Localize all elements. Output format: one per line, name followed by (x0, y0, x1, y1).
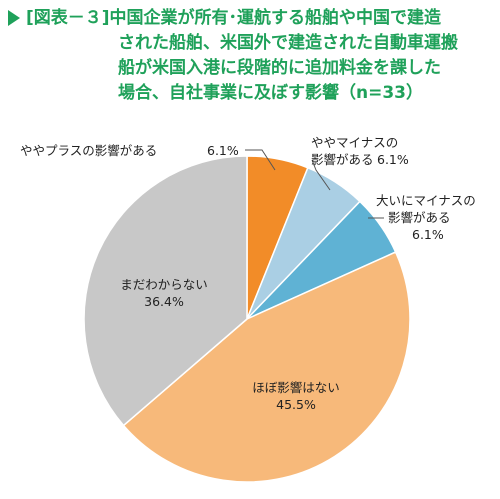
title-line-2: された船舶、米国外で建造された自動車運搬 (118, 33, 458, 53)
slice-labels: ややプラスの影響がある 6.1% ややマイナスの 影響がある 6.1% 大いにマ… (20, 135, 476, 412)
label-slight-positive: ややプラスの影響がある (20, 143, 157, 158)
label-major-negative-1: 大いにマイナスの (376, 193, 476, 208)
value-slight-negative: 6.1% (377, 152, 409, 167)
leader-line-slight-negative (311, 159, 331, 191)
chart-title: [図表－３]中国企業が所有･運航する船舶や中国で建造 された船舶、米国外で建造さ… (8, 6, 496, 106)
label-unknown: まだわからない (120, 277, 208, 292)
triangle-marker-icon (8, 10, 20, 26)
value-major-negative: 6.1% (412, 227, 444, 242)
slice-no-impact (122, 251, 411, 483)
label-slight-negative-1: ややマイナスの (311, 135, 398, 150)
title-line-1: [図表－３]中国企業が所有･運航する船舶や中国で建造 (26, 8, 442, 28)
title-line-4: 場合、自社事業に及ぼす影響（n=33） (118, 83, 424, 103)
value-no-impact: 45.5% (276, 397, 316, 412)
leader-lines (245, 149, 384, 219)
title-line-3: 船が米国入港に段階的に追加料金を課した (118, 58, 441, 78)
pie-slices (83, 155, 411, 483)
label-slight-negative-2: 影響がある (311, 152, 374, 167)
label-major-negative-2: 影響がある (388, 210, 451, 225)
value-unknown: 36.4% (144, 294, 184, 309)
label-no-impact: ほぼ影響はない (252, 380, 340, 395)
slice-unknown (83, 155, 248, 427)
value-slight-positive: 6.1% (207, 143, 239, 158)
leader-line-slight-positive (245, 149, 276, 171)
